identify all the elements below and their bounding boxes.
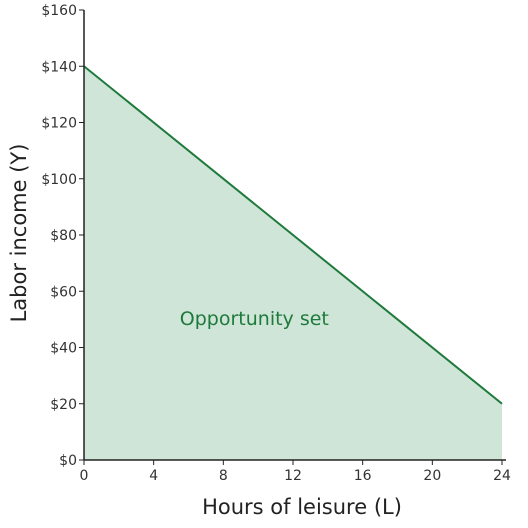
x-tick-label: 8 bbox=[219, 468, 228, 484]
x-tick-label: 0 bbox=[80, 468, 89, 484]
x-tick-label: 20 bbox=[423, 468, 441, 484]
y-tick-label: $60 bbox=[50, 284, 77, 300]
opportunity-set-area bbox=[84, 66, 502, 460]
y-tick-label: $40 bbox=[50, 341, 77, 357]
y-tick-label: $100 bbox=[41, 172, 77, 188]
x-axis-title: Hours of leisure (L) bbox=[202, 495, 402, 519]
plot-area: Opportunity set bbox=[83, 65, 503, 460]
y-tick-label: $80 bbox=[50, 228, 77, 244]
x-tick-label: 24 bbox=[493, 468, 511, 484]
y-tick-label: $160 bbox=[41, 3, 77, 19]
budget-line bbox=[83, 65, 503, 405]
y-axis-title: Labor income (Y) bbox=[7, 144, 31, 323]
x-tick-label: 4 bbox=[149, 468, 158, 484]
y-tick-label: $20 bbox=[50, 397, 77, 413]
y-tick-label: $120 bbox=[41, 116, 77, 132]
y-tick-label: $0 bbox=[59, 453, 77, 469]
annotation-label: Opportunity set bbox=[180, 308, 329, 330]
x-tick-label: 16 bbox=[354, 468, 372, 484]
axes: $0 $20 $40 $60 $80 $100 $120 $140 $160 0 4 8 12 16 20 2… bbox=[41, 3, 511, 484]
x-tick-label: 12 bbox=[284, 468, 302, 484]
y-tick-label: $140 bbox=[41, 59, 77, 75]
